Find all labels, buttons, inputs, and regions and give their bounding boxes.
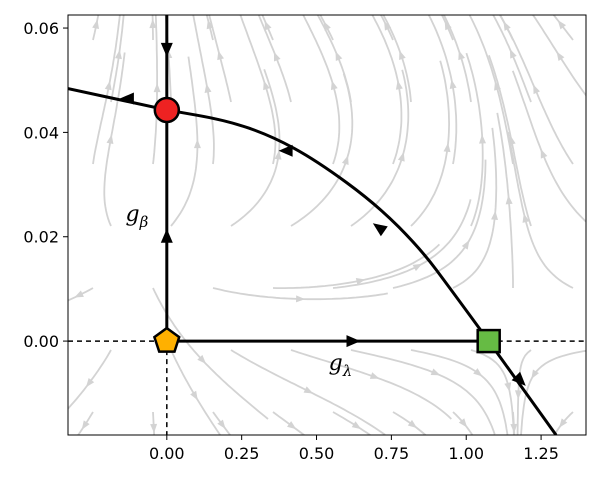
coupling-label-subscript: β	[139, 213, 149, 231]
streamline-arrow	[287, 421, 297, 430]
streamline-arrow	[479, 134, 487, 144]
streamline-arrow	[399, 50, 406, 61]
streamline-arrow	[303, 386, 314, 394]
separatrix-4	[166, 108, 490, 342]
streamline-arrow	[509, 49, 517, 59]
y-axis-ticks: 0.00 0.02 0.04 0.06	[23, 19, 68, 351]
coupling-label-base: g	[329, 351, 343, 376]
x-tick-label: 0.25	[224, 444, 260, 463]
streamline-arrow	[443, 142, 451, 153]
streamline-arrow	[106, 134, 114, 144]
streamline-arrow	[369, 372, 380, 379]
separatrix-arrow-5-0	[511, 371, 526, 386]
fixed-point-circle	[153, 96, 181, 124]
streamline-arrow	[264, 20, 272, 31]
y-tick-label: 0.00	[23, 332, 59, 351]
streamline-arrow	[104, 80, 112, 91]
coupling-label-base: g	[125, 202, 139, 227]
streamline-arrow	[557, 20, 567, 30]
coupling-label-0: gβ	[125, 202, 148, 231]
streamline-arrow	[430, 368, 441, 376]
y-tick-label: 0.02	[23, 228, 59, 247]
x-tick-label: 0.00	[149, 444, 185, 463]
streamline-arrow	[114, 49, 122, 60]
separatrix-arrow-3-0	[346, 335, 361, 348]
plot-background	[68, 15, 586, 435]
streamline-arrow	[355, 278, 366, 285]
fixed-points	[152, 96, 501, 354]
streamline-arrow	[149, 19, 157, 29]
streamline-arrow	[458, 50, 465, 61]
plot-frame	[67, 14, 587, 436]
streamline-arrow	[85, 377, 95, 388]
streamline-arrow	[412, 263, 423, 272]
streamline-arrow	[491, 210, 499, 221]
streamline-arrow	[153, 83, 161, 93]
separatrix-arrow-4-1	[278, 144, 293, 157]
streamline-arrow	[449, 79, 457, 89]
streamline-arrow	[510, 423, 518, 433]
y-tick-label: 0.06	[23, 19, 59, 38]
streamline-arrow	[74, 290, 84, 298]
streamline-arrow	[533, 84, 540, 95]
y-tick-label: 0.04	[23, 123, 59, 142]
separatrix-5	[487, 340, 558, 435]
streamline-arrow	[92, 19, 100, 30]
x-tick-label: 1.25	[523, 444, 559, 463]
streamline-arrow	[217, 419, 226, 429]
streamline-arrow	[335, 51, 343, 62]
x-axis-ticks: 0.00 0.25 0.50 0.75 1.00 1.25	[149, 435, 559, 463]
x-tick-label: 0.75	[374, 444, 410, 463]
streamline-arrow	[540, 148, 548, 159]
streamline-arrow	[461, 240, 470, 250]
streamline-arrow	[458, 418, 468, 428]
streamline-arrow	[274, 150, 282, 160]
streamline-arrow	[473, 368, 483, 377]
x-tick-label: 1.00	[448, 444, 484, 463]
streamline-arrow	[505, 195, 513, 205]
separatrix-arrow-2-0	[119, 92, 134, 105]
fixed-point-pentagon	[152, 326, 181, 353]
streamline-arrow	[263, 80, 270, 91]
streamline-arrow	[397, 151, 405, 162]
streamline-arrow	[395, 80, 403, 90]
streamline-arrow	[190, 390, 198, 401]
streamline-arrow	[351, 421, 362, 430]
streamline-arrow	[197, 354, 207, 364]
coupling-label-1: gλ	[329, 351, 353, 380]
streamline-arrow	[273, 51, 281, 62]
x-tick-label: 0.50	[299, 444, 335, 463]
streamline-arrow	[204, 83, 212, 94]
streamline-arrow	[81, 420, 90, 430]
streamline-arrow	[514, 390, 522, 400]
coupling-label-subscript: λ	[342, 362, 353, 380]
streamline-arrow	[193, 139, 201, 149]
separatrix-arrow-0-0	[160, 42, 173, 57]
streamline-arrow	[559, 418, 568, 428]
streamline-arrow	[150, 423, 158, 433]
streamline-arrow	[556, 51, 565, 62]
fixed-point-square	[476, 328, 501, 354]
streamline-arrow	[531, 369, 539, 379]
separatrix-arrow-1-0	[160, 228, 173, 243]
streamline-arrow	[296, 295, 306, 303]
streamline-arrow	[341, 155, 349, 165]
streamline-arrow	[217, 50, 225, 61]
streamline-arrow	[522, 213, 530, 223]
streamline-arrow	[330, 80, 338, 91]
streamline-arrow	[504, 382, 512, 392]
separatrix-arrow-4-0	[372, 223, 388, 237]
separatrices	[68, 15, 586, 435]
separatrix-2	[68, 87, 168, 112]
streamline-arrow	[407, 419, 418, 429]
